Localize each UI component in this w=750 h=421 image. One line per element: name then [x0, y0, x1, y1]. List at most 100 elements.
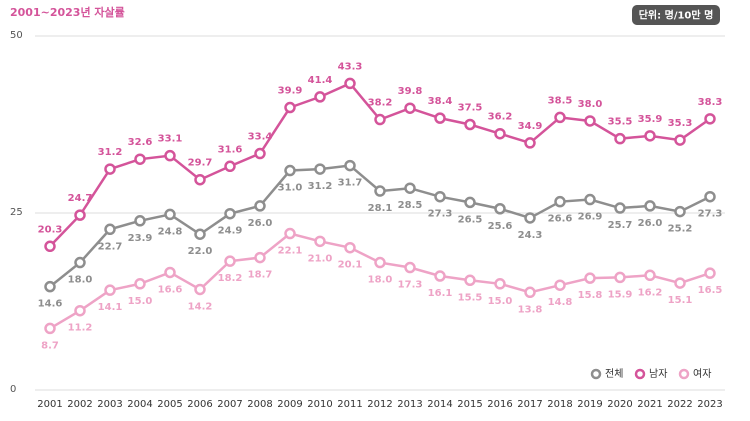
data-label: 16.5 [698, 285, 723, 296]
data-label: 22.1 [278, 246, 303, 257]
x-tick-label: 2020 [607, 399, 632, 410]
data-label: 15.9 [608, 289, 633, 300]
data-point [164, 149, 176, 162]
data-point [674, 134, 686, 146]
data-point [344, 159, 356, 172]
x-tick-label: 2013 [397, 399, 422, 410]
data-point [134, 153, 146, 165]
data-label: 43.3 [338, 61, 363, 72]
x-tick-label: 2023 [697, 399, 722, 410]
data-point [194, 283, 206, 296]
data-point [494, 127, 506, 140]
data-label: 16.1 [428, 288, 453, 299]
data-label: 26.5 [458, 214, 483, 225]
data-point [404, 182, 416, 194]
data-point [464, 274, 476, 287]
data-point [134, 278, 146, 290]
data-point [104, 223, 116, 236]
y-tick-label: 0 [10, 384, 16, 395]
chart-title: 2001~2023년 자살률 [10, 5, 125, 19]
data-point [314, 163, 326, 175]
x-tick-label: 2002 [67, 399, 92, 410]
data-label: 18.0 [68, 275, 93, 286]
data-label: 14.1 [98, 302, 123, 313]
data-point [284, 227, 296, 240]
data-label: 24.8 [158, 226, 183, 237]
data-point [554, 111, 566, 124]
legend-marker [590, 368, 602, 380]
data-label: 38.5 [548, 95, 573, 106]
x-tick-label: 2001 [37, 399, 62, 410]
x-tick-label: 2014 [427, 399, 452, 410]
data-label: 18.0 [368, 275, 393, 286]
data-point [704, 113, 716, 125]
data-label: 13.8 [518, 304, 543, 315]
data-label: 15.0 [128, 296, 153, 307]
data-point [314, 235, 326, 248]
data-label: 11.2 [68, 323, 93, 334]
data-point [104, 163, 116, 175]
x-tick-label: 2008 [247, 399, 272, 410]
data-point [44, 280, 56, 293]
unit-badge [632, 5, 720, 25]
data-label: 33.1 [158, 134, 183, 145]
data-point [104, 284, 116, 296]
data-point [644, 130, 656, 142]
data-point [224, 255, 236, 267]
data-label: 35.9 [638, 114, 663, 125]
data-point [614, 132, 626, 145]
data-point [74, 209, 86, 221]
data-point [614, 202, 626, 214]
data-point [494, 278, 506, 290]
data-label: 27.3 [428, 209, 453, 220]
x-tick-label: 2019 [577, 399, 602, 410]
data-label: 38.3 [698, 97, 723, 108]
data-point [134, 215, 146, 227]
x-tick-label: 2015 [457, 399, 482, 410]
data-label: 16.6 [158, 284, 183, 295]
legend-marker [678, 368, 690, 380]
data-label: 28.1 [368, 203, 393, 214]
data-label: 14.6 [38, 299, 63, 310]
data-label: 26.6 [548, 214, 573, 225]
data-label: 38.2 [368, 98, 393, 109]
x-tick-label: 2016 [487, 399, 512, 410]
data-label: 22.0 [188, 246, 213, 257]
data-point [674, 277, 686, 289]
data-label: 26.0 [248, 218, 273, 229]
data-point [404, 102, 416, 114]
data-label: 14.8 [548, 297, 573, 308]
data-label: 25.6 [488, 221, 513, 232]
legend-marker [634, 368, 646, 380]
data-label: 25.2 [668, 224, 693, 235]
data-label: 34.9 [518, 121, 543, 132]
data-label: 39.8 [398, 86, 423, 97]
data-label: 26.9 [578, 212, 603, 223]
data-point [524, 286, 536, 299]
legend-label: 여자 [693, 368, 711, 380]
data-label: 8.7 [41, 340, 59, 351]
data-point [254, 200, 266, 212]
unit-label: 단위: 명/10만 명 [639, 9, 714, 22]
data-label: 16.2 [638, 287, 663, 298]
data-label: 29.7 [188, 158, 213, 169]
data-label: 20.3 [38, 224, 63, 235]
data-label: 41.4 [308, 75, 333, 86]
data-label: 27.3 [698, 209, 723, 220]
data-point [254, 147, 266, 160]
x-tick-label: 2021 [637, 399, 662, 410]
data-label: 24.3 [518, 230, 543, 241]
data-point [164, 208, 176, 221]
data-label: 32.6 [128, 137, 153, 148]
data-point [194, 228, 206, 240]
data-label: 36.2 [488, 112, 513, 123]
data-label: 35.3 [668, 118, 693, 129]
data-label: 18.7 [248, 270, 273, 281]
data-point [674, 205, 686, 218]
data-point [254, 251, 266, 264]
data-point [704, 267, 716, 279]
data-label: 33.4 [248, 132, 273, 143]
data-point [74, 304, 86, 317]
